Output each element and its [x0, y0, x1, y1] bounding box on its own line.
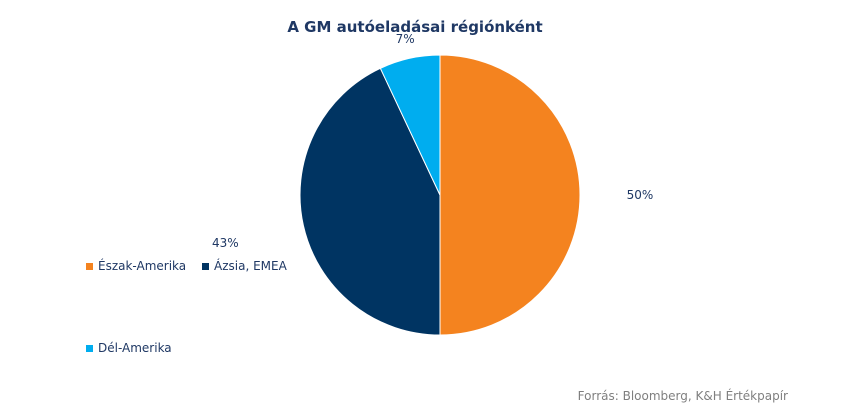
pie-slice-south-america: [379, 54, 441, 196]
data-label-south-america: 7%: [396, 32, 415, 46]
legend-swatch-south-america: [86, 344, 93, 352]
data-label-north-america: 50%: [627, 188, 654, 202]
legend-item-north-america: Észak-Amerika: [86, 259, 186, 273]
source-note: Forrás: Bloomberg, K&H Értékpapír: [577, 389, 788, 403]
legend-item-south-america: Dél-Amerika: [86, 341, 172, 355]
pie-slice-asia-emea: [299, 67, 441, 336]
legend-item-asia-emea: Ázsia, EMEA: [202, 259, 287, 273]
legend-label-asia-emea: Ázsia, EMEA: [214, 259, 287, 273]
pie-slice-north-america: [439, 54, 581, 336]
legend-swatch-north-america: [86, 262, 93, 270]
legend-label-north-america: Észak-Amerika: [98, 259, 187, 273]
legend-swatch-asia-emea: [202, 262, 209, 270]
legend-label-south-america: Dél-Amerika: [98, 341, 172, 355]
data-label-asia-emea: 43%: [212, 236, 239, 250]
chart-title: A GM autóeladásai régiónként: [287, 18, 543, 36]
